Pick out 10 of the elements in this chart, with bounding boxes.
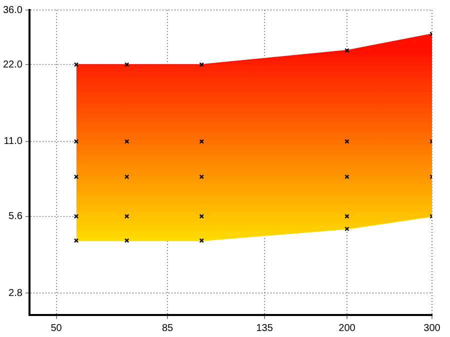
x-tick-label: 135: [256, 322, 274, 334]
y-tick-label: 11.0: [4, 136, 23, 148]
x-tick-label: 85: [162, 322, 174, 334]
x-tick-label: 300: [424, 322, 441, 334]
y-tick-label: 2.8: [8, 288, 23, 299]
y-tick-label: 5.6: [8, 211, 23, 222]
x-tick-label: 50: [50, 322, 62, 334]
y-tick-label: 22.0: [2, 59, 23, 70]
x-tick-label: 200: [338, 322, 356, 334]
y-tick-label: 36.0: [2, 4, 23, 16]
